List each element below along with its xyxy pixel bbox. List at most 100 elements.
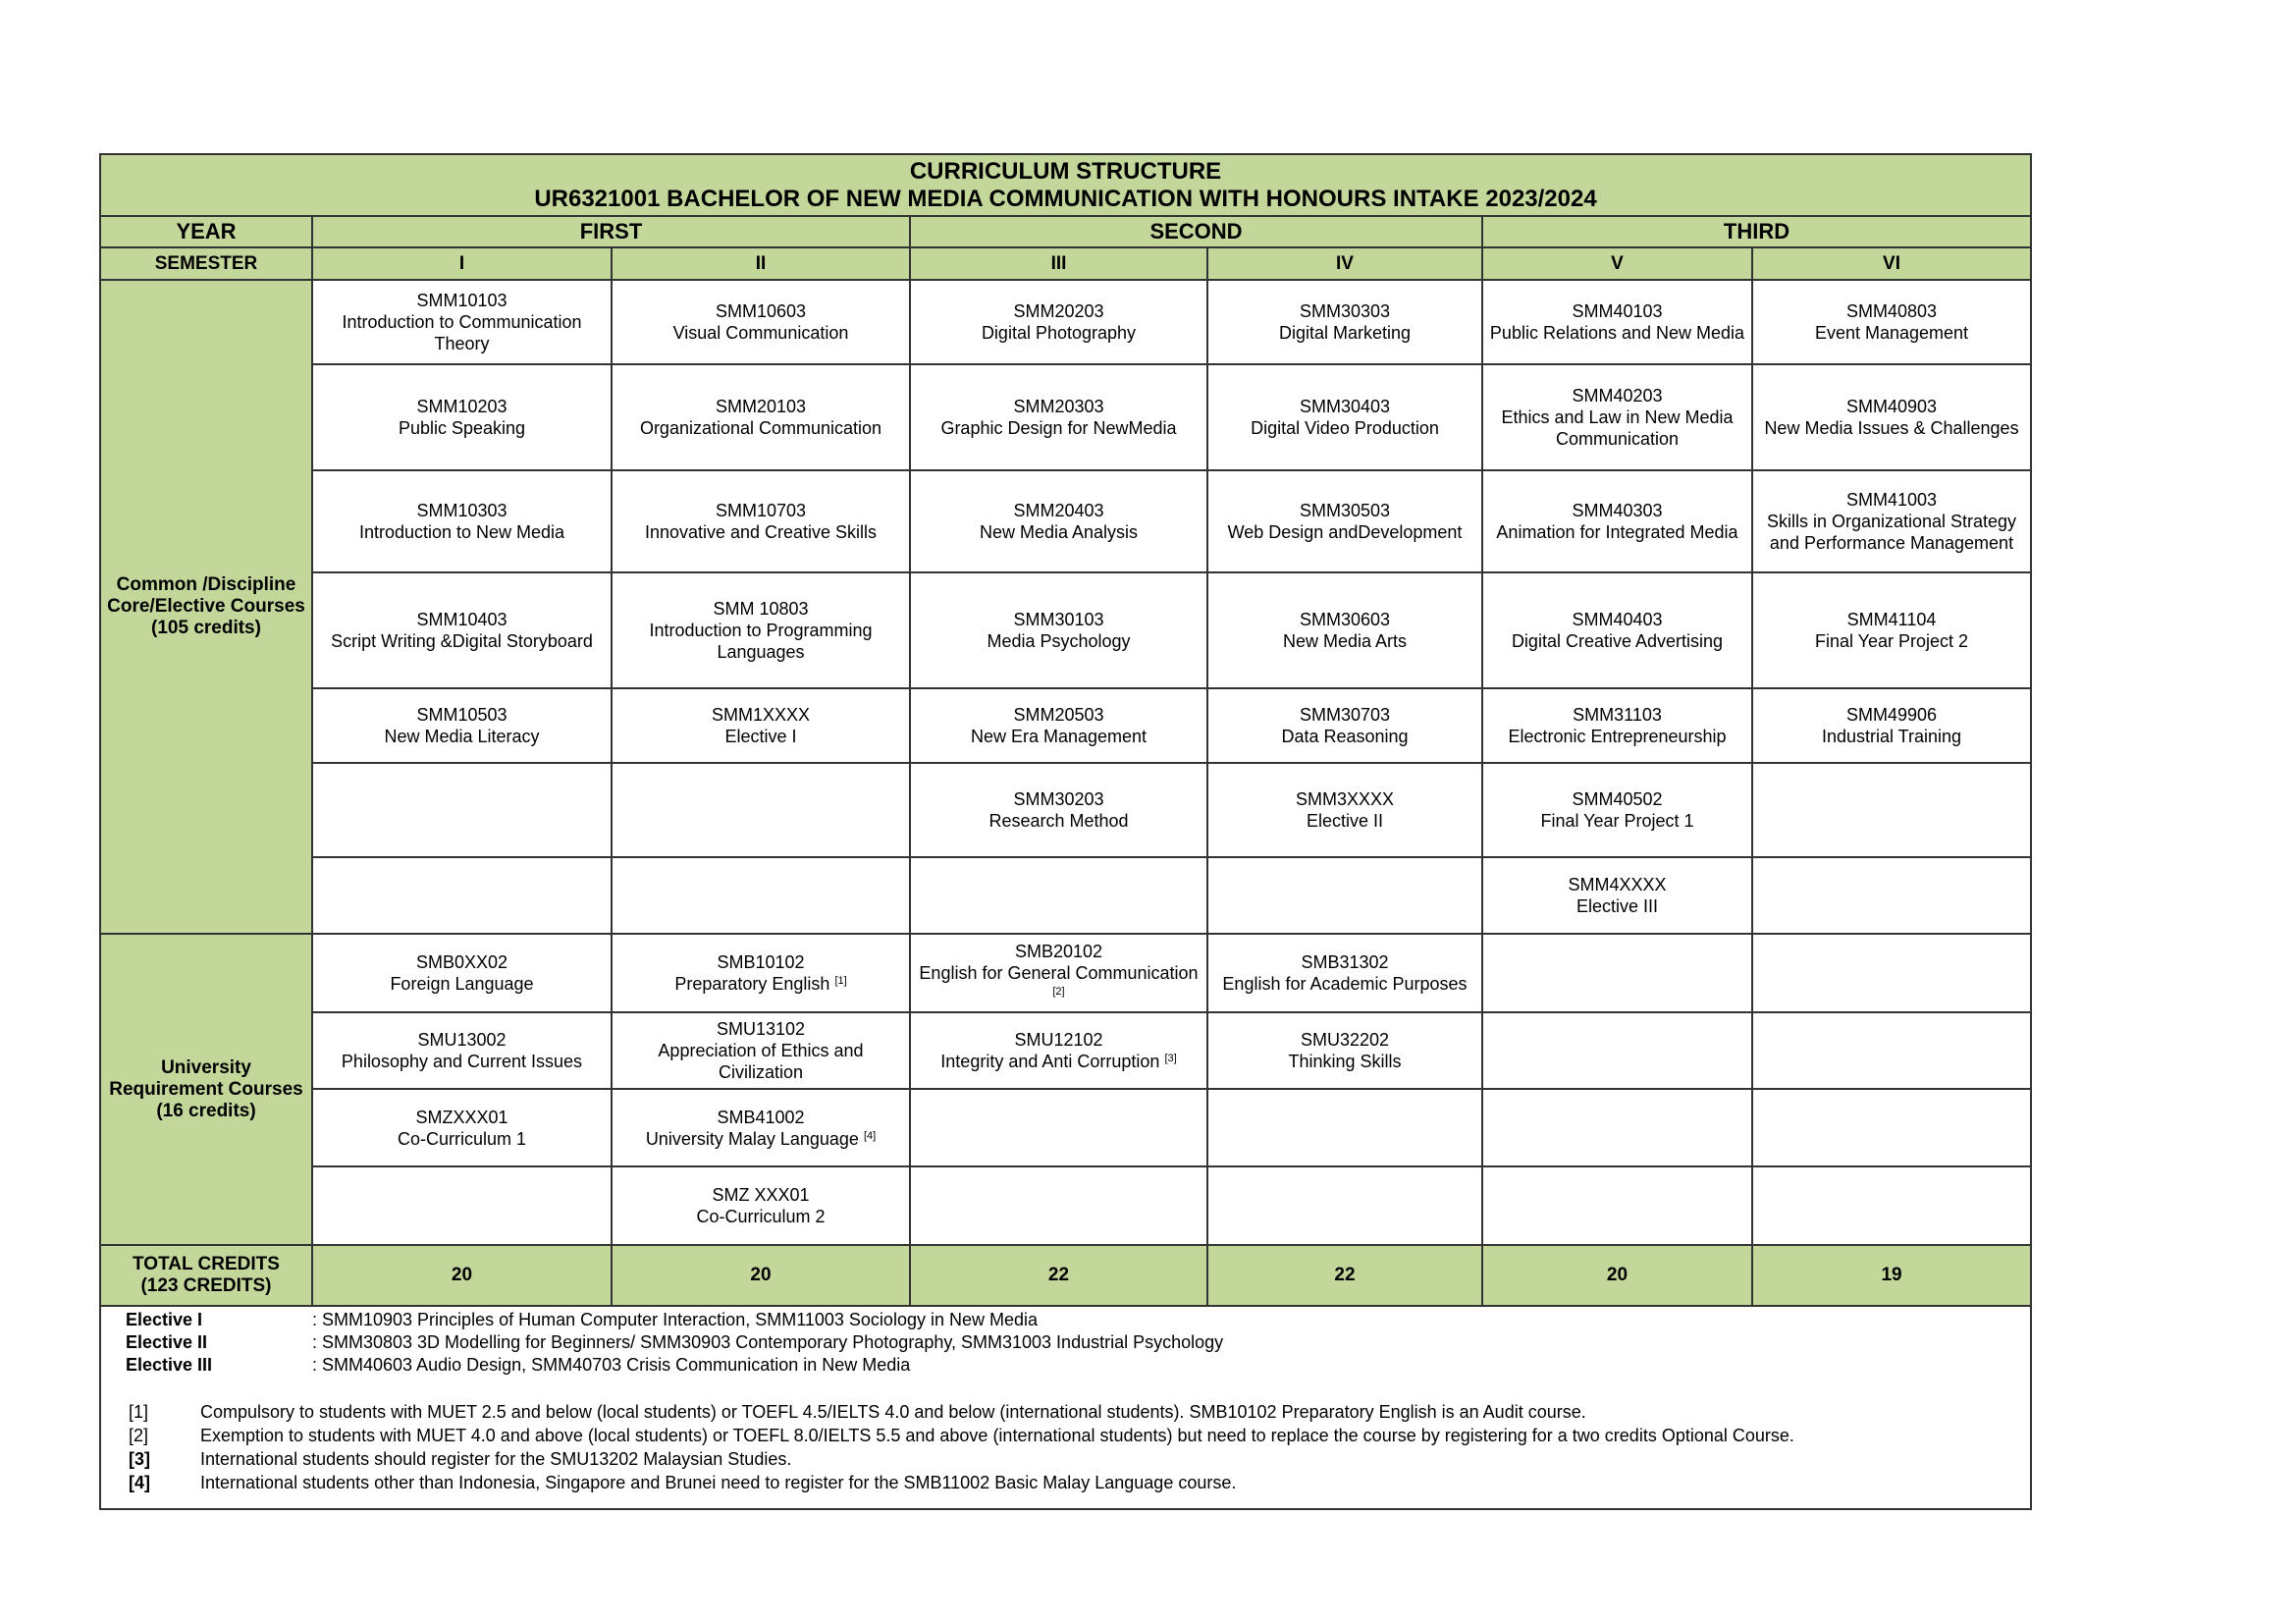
- course-cell: SMM49906 Industrial Training: [1750, 687, 2033, 764]
- course-code: SMM30303: [1299, 301, 1391, 321]
- course-cell: SMM30403 Digital Video Production: [1206, 363, 1483, 471]
- table-row: SMM10203 Public Speaking SMM20103 Organizat…: [100, 363, 2033, 471]
- total-label-line: TOTAL CREDITS: [133, 1254, 280, 1274]
- empty-cell: [1750, 1088, 2033, 1167]
- course-cell: SMM10703 Innovative and Creative Skills: [611, 469, 911, 573]
- course-name: Elective I: [724, 727, 797, 746]
- total-credits-label: TOTAL CREDITS (123 CREDITS): [99, 1244, 313, 1307]
- course-name-line: Digital Photography: [917, 322, 1201, 344]
- footnote-text: International students other than Indone…: [200, 1473, 1237, 1492]
- course-code: SMM10403: [416, 610, 507, 629]
- group-label-line: Common /Discipline: [116, 574, 296, 595]
- course-name: Preparatory English: [674, 974, 830, 994]
- table-row: SMU13002 Philosophy and Current Issues SMU…: [100, 1011, 2033, 1090]
- course-name: Digital Marketing: [1278, 323, 1412, 343]
- course-code: SMU13002: [417, 1030, 507, 1050]
- notes-row: Elective I: SMM10903 Principles of Human…: [98, 1305, 2033, 1510]
- course-name: Elective II: [1306, 811, 1384, 831]
- course-cell: SMM41003 Skills in Organizational Strateg…: [1750, 469, 2033, 573]
- elective-text: : SMM10903 Principles of Human Computer …: [312, 1310, 1039, 1329]
- total-credits-value: 20: [1481, 1244, 1753, 1307]
- empty-cell: [311, 762, 613, 858]
- course-name-line: Organizational Communication: [618, 417, 903, 439]
- footnote-ref: [4]: [863, 1129, 877, 1142]
- course-code: SMM30203: [1013, 789, 1104, 809]
- elective-label: Elective II: [126, 1332, 208, 1352]
- course-name-line: New Media Literacy: [319, 726, 605, 747]
- course-code: SMM41104: [1846, 610, 1937, 629]
- empty-cell: [611, 762, 911, 858]
- course-name: Digital Photography: [981, 323, 1137, 343]
- table-row: SMM4XXXX Elective III: [100, 856, 2033, 935]
- course-name: New Media Arts: [1282, 631, 1408, 651]
- semester-3: III: [909, 246, 1208, 281]
- course-name-line: Final Year Project 1: [1489, 810, 1745, 832]
- semester-4: IV: [1206, 246, 1483, 281]
- course-name-line: Integrity and Anti Corruption [3]: [917, 1051, 1201, 1072]
- course-name-line: Introduction to Programming Languages: [618, 620, 903, 663]
- course-name: Integrity and Anti Corruption: [940, 1052, 1160, 1071]
- course-cell: SMM20503 New Era Management: [909, 687, 1208, 764]
- group-label-line: Core/Elective Courses: [107, 596, 305, 617]
- course-name-line: Industrial Training: [1759, 726, 2024, 747]
- course-code: SMM41003: [1845, 490, 1938, 510]
- table-row: SMZXXX01 Co-Curriculum 1 SMB41002 Universit…: [100, 1088, 2033, 1167]
- course-name: Script Writing &Digital Storyboard: [331, 631, 593, 651]
- course-name-line: English for General Communication [2]: [917, 962, 1201, 1005]
- course-code: SMM40903: [1845, 397, 1938, 416]
- course-cell: SMM40903 New Media Issues & Challenges: [1750, 363, 2033, 471]
- course-name: Event Management: [1814, 323, 1969, 343]
- course-code: SMB10102: [717, 952, 805, 972]
- course-code: SMM10303: [416, 501, 507, 520]
- course-group-label: University Requirement Courses (16 credits…: [99, 933, 313, 1246]
- course-name-line: Ethics and Law in New Media Communicatio…: [1489, 406, 1745, 450]
- course-cell: SMB41002 University Malay Language [4]: [611, 1088, 911, 1167]
- elective-label: Elective III: [126, 1355, 213, 1375]
- footnote-text: Exemption to students with MUET 4.0 and …: [200, 1426, 1794, 1445]
- course-code: SMM40403: [1572, 610, 1663, 629]
- subtitle: UR6321001 BACHELOR OF NEW MEDIA COMMUNIC…: [534, 185, 1597, 212]
- course-cell: SMU32202 Thinking Skills: [1206, 1011, 1483, 1090]
- course-name: Visual Communication: [672, 323, 849, 343]
- course-cell: SMM40803 Event Management: [1750, 279, 2033, 365]
- course-cell: SMM4XXXX Elective III: [1481, 856, 1753, 935]
- course-code: SMM1XXXX: [711, 705, 811, 725]
- empty-cell: [1481, 1088, 1753, 1167]
- course-name: Industrial Training: [1821, 727, 1962, 746]
- course-name-line: English for Academic Purposes: [1214, 973, 1475, 995]
- course-cell: SMM40403 Digital Creative Advertising: [1481, 571, 1753, 689]
- course-name-line: Public Speaking: [319, 417, 605, 439]
- course-name: Organizational Communication: [639, 418, 882, 438]
- curriculum-document: CURRICULUM STRUCTURE UR6321001 BACHELOR …: [98, 153, 2033, 1510]
- course-code: SMZXXX01: [415, 1107, 508, 1127]
- course-code: SMM30603: [1299, 610, 1391, 629]
- course-cell: SMU13102 Appreciation of Ethics and Civil…: [611, 1011, 911, 1090]
- empty-cell: [1481, 1011, 1753, 1090]
- course-cell: SMM40303 Animation for Integrated Media: [1481, 469, 1753, 573]
- course-name: Thinking Skills: [1288, 1052, 1402, 1071]
- footnote-mark: [2]: [129, 1426, 149, 1445]
- table-title: CURRICULUM STRUCTURE UR6321001 BACHELOR …: [98, 153, 2033, 217]
- table-row: SMM10503 New Media Literacy SMM1XXXX Electi…: [100, 687, 2033, 764]
- course-name-line: Elective II: [1214, 810, 1475, 832]
- course-cell: SMM30203 Research Method: [909, 762, 1208, 858]
- course-name: Elective III: [1575, 896, 1659, 916]
- course-name-line: Media Psychology: [917, 630, 1201, 652]
- course-name: Introduction to Communication Theory: [342, 312, 582, 353]
- course-cell: SMM 10803 Introduction to Programming Lan…: [611, 571, 911, 689]
- empty-cell: [909, 1165, 1208, 1246]
- course-name-line: Elective III: [1489, 895, 1745, 917]
- course-cell: SMM10103 Introduction to Communication Th…: [311, 279, 613, 365]
- group-label-line: Requirement Courses: [109, 1078, 303, 1100]
- course-cell: SMZ XXX01 Co-Curriculum 2: [611, 1165, 911, 1246]
- footnote-ref: [1]: [834, 975, 847, 987]
- footnote-text: Compulsory to students with MUET 2.5 and…: [200, 1402, 1586, 1422]
- table-row: Common /Discipline Core/Elective Courses(…: [99, 279, 2033, 935]
- course-name: Ethics and Law in New Media Communicatio…: [1501, 407, 1734, 449]
- course-name: New Media Analysis: [979, 522, 1139, 542]
- course-code: SMM10203: [416, 397, 507, 416]
- course-cell: SMM30303 Digital Marketing: [1206, 279, 1483, 365]
- course-code: SMU12102: [1014, 1030, 1103, 1050]
- footnote-text: International students should register f…: [200, 1449, 792, 1469]
- empty-cell: [1750, 1011, 2033, 1090]
